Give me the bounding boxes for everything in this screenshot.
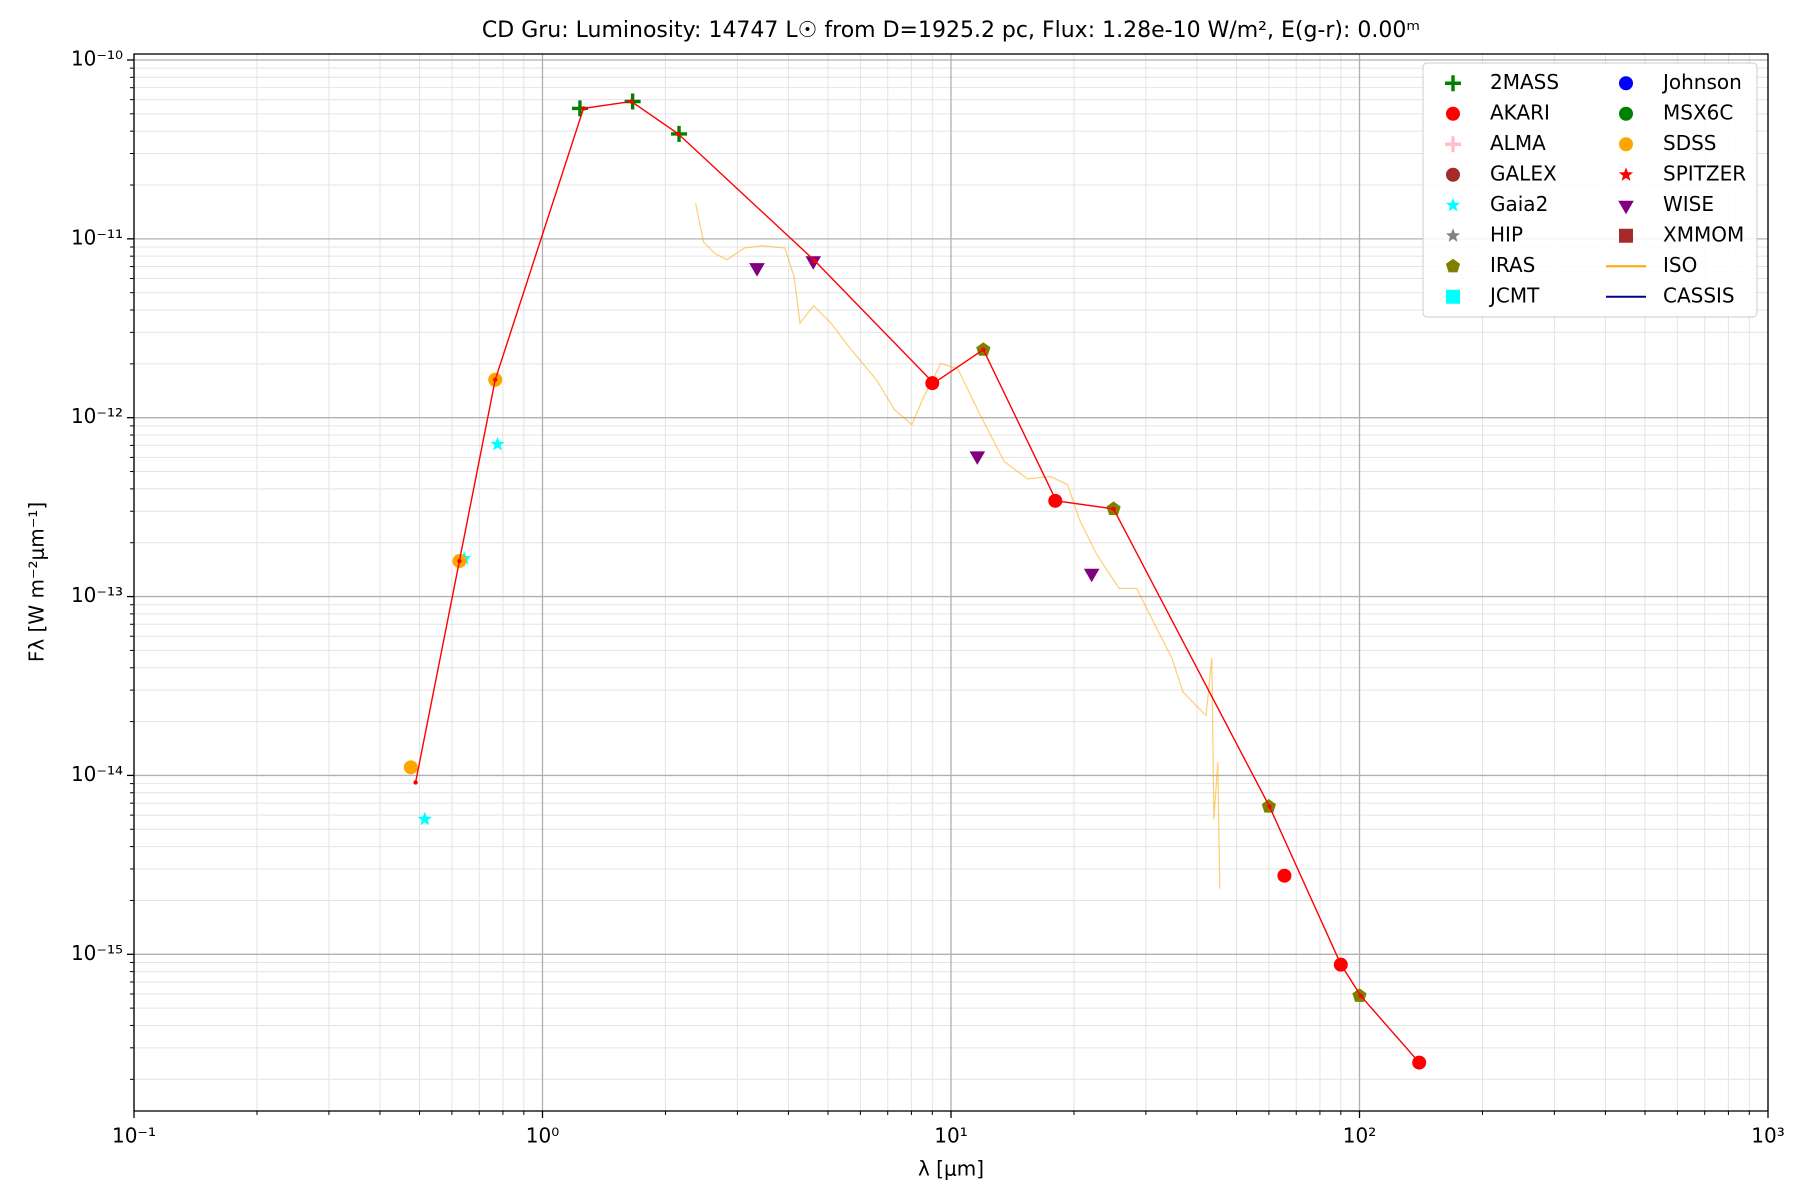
legend-marker (1445, 75, 1461, 92)
legend-label: MSX6C (1663, 100, 1733, 124)
model-point (1338, 962, 1344, 967)
model-point (1358, 993, 1363, 999)
legend-marker (1446, 167, 1460, 182)
data-point (490, 436, 505, 451)
legend-marker (1446, 289, 1460, 304)
x-tick-label: 10³ (1751, 1124, 1784, 1148)
data-point (417, 811, 432, 826)
legend-marker (1446, 106, 1460, 121)
y-tick-label: 10⁻¹² (71, 404, 123, 428)
plot-area (403, 93, 1427, 1070)
data-point (1083, 568, 1100, 583)
legend-label: Gaia2 (1490, 192, 1548, 216)
legend-label: XMMOM (1663, 222, 1744, 246)
legend-box (1422, 62, 1758, 318)
legend-marker (1445, 258, 1461, 273)
legend-marker (1619, 76, 1633, 91)
model-point (629, 99, 634, 104)
legend-marker (1619, 137, 1633, 152)
model-point (812, 258, 817, 263)
x-tick-label: 10⁰ (526, 1124, 559, 1148)
y-tick-label: 10⁻¹⁴ (71, 762, 123, 786)
legend-label: Johnson (1661, 70, 1742, 94)
legend-label: SPITZER (1663, 161, 1746, 185)
legend-marker (1445, 228, 1461, 242)
model-point (1111, 506, 1116, 512)
legend-label: IRAS (1490, 253, 1535, 277)
legend-marker (1445, 197, 1461, 212)
model-point (1416, 1060, 1422, 1065)
plot-frame (133, 53, 1769, 1112)
y-tick-label: 10⁻¹³ (71, 583, 123, 607)
x-tick-label: 10⁻¹ (112, 1124, 156, 1148)
model-point (493, 377, 498, 382)
legend-label: SDSS (1663, 131, 1717, 155)
legend-label: 2MASS (1490, 70, 1559, 94)
model-point (581, 106, 586, 111)
legend-label: ISO (1663, 253, 1697, 277)
legend-marker (1619, 106, 1633, 121)
chart-title: CD Gru: Luminosity: 14747 L☉ from D=1925… (482, 18, 1420, 43)
legend-label: HIP (1490, 222, 1523, 246)
y-axis-label: Fλ [W m⁻²μm⁻¹] (25, 502, 49, 662)
legend-label: GALEX (1490, 161, 1557, 185)
spectrum-line (694, 203, 1221, 889)
model-point (676, 131, 681, 137)
data-point (749, 263, 765, 277)
data-point (805, 256, 822, 270)
legend-marker (1445, 136, 1461, 153)
data-point (969, 451, 986, 465)
legend-label: AKARI (1490, 100, 1550, 124)
legend-label: CASSIS (1663, 283, 1735, 307)
x-axis-label: λ [μm] (918, 1157, 984, 1181)
model-point (457, 558, 462, 564)
x-tick-label: 10¹ (934, 1124, 967, 1148)
legend-marker (1619, 228, 1633, 243)
legend-label: WISE (1663, 192, 1714, 216)
data-point (403, 760, 418, 775)
model-point (931, 380, 936, 386)
model-point (1054, 498, 1059, 504)
model-point (1267, 804, 1272, 809)
data-point (1277, 868, 1292, 883)
x-tick-label: 10² (1343, 1124, 1376, 1148)
model-point (413, 780, 418, 785)
y-tick-label: 10⁻¹⁵ (71, 941, 123, 965)
model-point (981, 347, 986, 352)
legend-marker (1618, 167, 1634, 181)
y-tick-label: 10⁻¹¹ (71, 225, 123, 249)
legend-label: ALMA (1490, 131, 1546, 155)
y-tick-label: 10⁻¹⁰ (71, 46, 123, 70)
legend-label: JCMT (1488, 283, 1540, 307)
legend-marker (1618, 200, 1634, 215)
